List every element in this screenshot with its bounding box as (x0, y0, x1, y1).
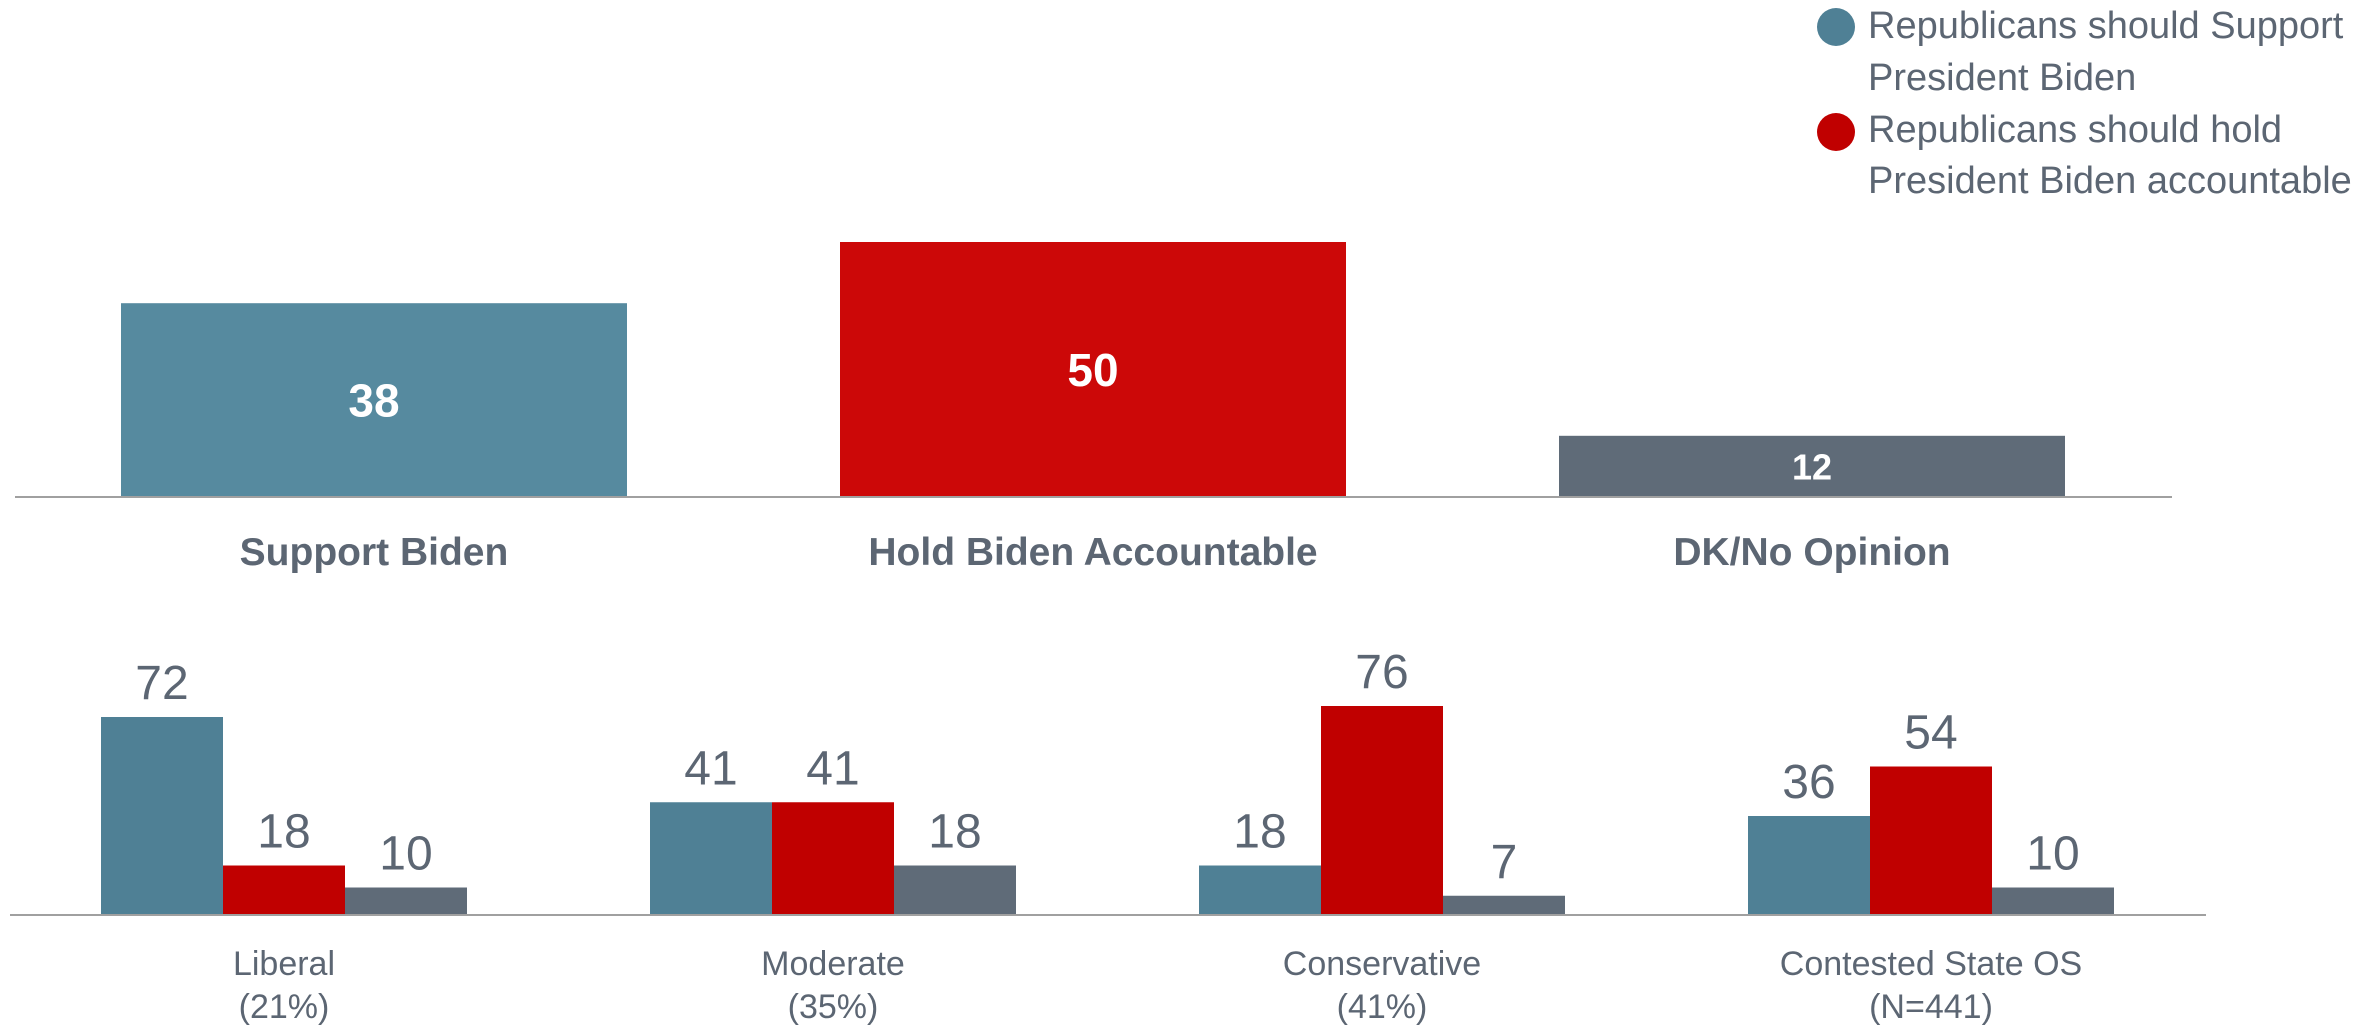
bar-moderate-accountable (772, 802, 894, 915)
category-sublabel-contested-state-os: (N=441) (1869, 988, 1993, 1025)
data-label-conservative-support: 18 (1233, 806, 1286, 859)
bar-conservative-dk (1443, 895, 1565, 915)
bottom-grouped-bar-chart: 72 18 10 Liberal (21%) 41 41 18 Moderate (35%) 18 7… (10, 646, 2206, 1025)
legend-label-accountable-line2: President Biden accountable (1868, 160, 2352, 202)
data-label-liberal-dk: 10 (379, 828, 432, 881)
legend-item-accountable: Republicans should hold President Biden … (1817, 109, 2352, 202)
data-label-liberal-accountable: 18 (257, 806, 310, 859)
bar-support-biden (121, 303, 627, 497)
data-label-conservative-accountable: 76 (1355, 646, 1408, 699)
legend-item-support: Republicans should Support President Bid… (1817, 5, 2344, 99)
bar-conservative-accountable (1321, 706, 1443, 915)
data-label-dk-no-opinion: 12 (1792, 446, 1832, 487)
data-label-liberal-support: 72 (135, 657, 188, 710)
bar-contested-state-os-support (1748, 816, 1870, 915)
bar-dk-no-opinion (1559, 435, 2065, 497)
category-label-dk-no-opinion: DK/No Opinion (1673, 531, 1950, 574)
data-label-moderate-accountable: 41 (806, 742, 859, 795)
bar-contested-state-os-accountable (1870, 766, 1992, 915)
bar-moderate-support (650, 802, 772, 915)
legend-label-accountable-line1: Republicans should hold (1868, 109, 2282, 151)
legend-swatch-accountable (1817, 113, 1855, 151)
category-label-conservative: Conservative (1283, 945, 1481, 983)
category-label-hold-biden-accountable: Hold Biden Accountable (868, 531, 1317, 574)
legend: Republicans should Support President Bid… (1817, 5, 2352, 202)
data-label-hold-biden-accountable: 50 (1067, 344, 1118, 396)
data-label-contested-state-os-accountable: 54 (1904, 707, 1957, 760)
data-label-support-biden: 38 (348, 375, 399, 427)
data-label-moderate-dk: 18 (928, 806, 981, 859)
legend-label-support-line2: President Biden (1868, 57, 2136, 99)
bar-liberal-accountable (223, 865, 345, 915)
category-sublabel-conservative: (41%) (1337, 988, 1428, 1025)
category-sublabel-liberal: (21%) (239, 988, 330, 1025)
bar-hold-biden-accountable (840, 242, 1346, 497)
legend-swatch-support (1817, 8, 1855, 46)
bar-contested-state-os-dk (1992, 887, 2114, 915)
category-label-contested-state-os: Contested State OS (1780, 945, 2082, 983)
data-label-contested-state-os-support: 36 (1782, 756, 1835, 809)
category-label-moderate: Moderate (761, 945, 905, 983)
category-label-liberal: Liberal (233, 945, 335, 983)
bar-liberal-support (101, 717, 223, 915)
bar-liberal-dk (345, 887, 467, 915)
data-label-moderate-support: 41 (684, 742, 737, 795)
data-label-conservative-dk: 7 (1491, 836, 1518, 889)
top-bar-chart: 38 Support Biden 50 Hold Biden Accountable 1… (15, 242, 2172, 574)
bar-moderate-dk (894, 865, 1016, 915)
category-sublabel-moderate: (35%) (788, 988, 879, 1025)
legend-label-support-line1: Republicans should Support (1868, 5, 2344, 47)
bar-conservative-support (1199, 865, 1321, 915)
category-label-support-biden: Support Biden (240, 531, 509, 574)
data-label-contested-state-os-dk: 10 (2026, 828, 2079, 881)
